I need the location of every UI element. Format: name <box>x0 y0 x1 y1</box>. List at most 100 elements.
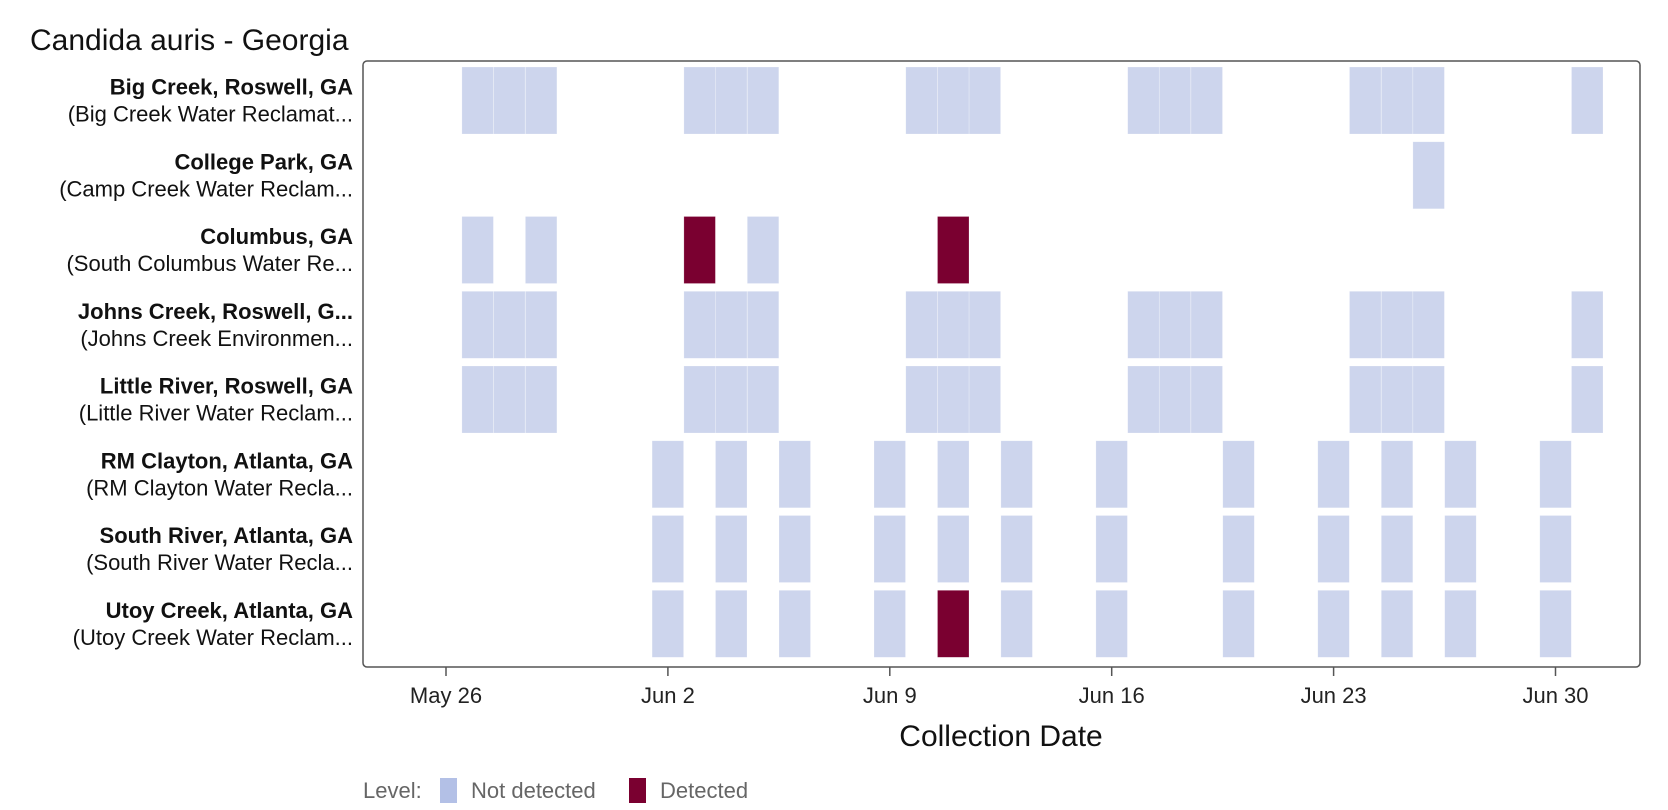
cell-not-detected <box>1381 515 1414 583</box>
row-label-site: RM Clayton, Atlanta, GA <box>101 448 353 473</box>
cell-not-detected <box>937 440 970 509</box>
row-label-site: Johns Creek, Roswell, G... <box>78 299 353 324</box>
x-tick-label: Jun 2 <box>641 683 695 708</box>
cell-not-detected <box>1539 515 1572 583</box>
cell-not-detected <box>525 66 558 135</box>
cell-not-detected <box>937 365 970 434</box>
row-label-plant: (Camp Creek Water Reclam... <box>59 176 353 201</box>
cell-not-detected <box>493 66 526 135</box>
cell-not-detected <box>778 440 811 509</box>
cell-not-detected <box>1159 290 1192 359</box>
plot-frame <box>362 60 1641 668</box>
cell-not-detected <box>1190 290 1223 359</box>
x-tick-label: Jun 30 <box>1522 683 1588 708</box>
cell-not-detected <box>1444 589 1477 658</box>
cell-not-detected <box>746 365 780 434</box>
cell-not-detected <box>1444 515 1477 583</box>
cell-not-detected <box>968 365 1001 434</box>
cell-detected <box>937 589 970 658</box>
x-tick-label: Jun 23 <box>1301 683 1367 708</box>
cell-not-detected <box>1381 290 1414 359</box>
cell-not-detected <box>1412 290 1445 359</box>
row-label-site: South River, Atlanta, GA <box>100 523 354 548</box>
cell-not-detected <box>937 66 970 135</box>
cell-not-detected <box>683 290 716 359</box>
cell-not-detected <box>746 290 780 359</box>
cell-not-detected <box>1222 589 1255 658</box>
row-label-plant: (South River Water Recla... <box>86 550 353 575</box>
cell-not-detected <box>715 440 748 509</box>
row-label-plant: (South Columbus Water Re... <box>66 251 353 276</box>
cell-not-detected <box>1317 440 1350 509</box>
cell-not-detected <box>1190 66 1223 135</box>
cell-not-detected <box>1571 66 1604 135</box>
x-axis-title: Collection Date <box>899 720 1102 753</box>
legend-swatch-not-detected <box>440 778 457 803</box>
cell-not-detected <box>651 515 684 583</box>
chart-title: Candida auris - Georgia <box>30 24 349 57</box>
cell-not-detected <box>715 589 748 658</box>
cell-not-detected <box>1127 290 1160 359</box>
row-label-site: Big Creek, Roswell, GA <box>110 75 353 100</box>
cell-not-detected <box>968 66 1001 135</box>
cell-not-detected <box>1444 440 1477 509</box>
cell-not-detected <box>1571 290 1604 359</box>
row-label-site: College Park, GA <box>174 149 353 174</box>
row-label-site: Utoy Creek, Atlanta, GA <box>106 598 353 623</box>
row-label-plant: (RM Clayton Water Recla... <box>86 475 353 500</box>
cell-not-detected <box>1571 365 1604 434</box>
cell-not-detected <box>461 66 494 135</box>
cell-not-detected <box>1127 66 1160 135</box>
row-label-plant: (Utoy Creek Water Reclam... <box>73 625 353 650</box>
cell-not-detected <box>1127 365 1160 434</box>
cell-not-detected <box>525 290 558 359</box>
cell-not-detected <box>1381 66 1414 135</box>
cell-not-detected <box>493 290 526 359</box>
cell-not-detected <box>1317 589 1350 658</box>
cell-not-detected <box>715 515 748 583</box>
row-label-site: Little River, Roswell, GA <box>100 374 353 399</box>
cell-detected <box>683 216 716 284</box>
cell-not-detected <box>1000 515 1033 583</box>
cell-not-detected <box>1381 589 1414 658</box>
cell-not-detected <box>651 589 684 658</box>
cell-not-detected <box>715 365 748 434</box>
cell-not-detected <box>651 440 684 509</box>
row-label-plant: (Little River Water Reclam... <box>79 401 353 426</box>
cell-not-detected <box>1095 440 1128 509</box>
cell-not-detected <box>1095 589 1128 658</box>
cell-not-detected <box>937 515 970 583</box>
row-label-site: Columbus, GA <box>200 224 353 249</box>
cell-not-detected <box>1222 515 1255 583</box>
legend-label-detected: Detected <box>660 778 748 803</box>
cell-not-detected <box>1190 365 1223 434</box>
cell-not-detected <box>1539 440 1572 509</box>
cell-not-detected <box>873 515 906 583</box>
cell-not-detected <box>1381 365 1414 434</box>
cell-not-detected <box>1349 66 1382 135</box>
cell-not-detected <box>1000 589 1033 658</box>
cell-not-detected <box>905 290 938 359</box>
cell-not-detected <box>1539 589 1572 658</box>
cell-not-detected <box>1159 66 1192 135</box>
heatmap-cells <box>461 66 1604 658</box>
cell-detected <box>937 216 970 284</box>
cell-not-detected <box>525 365 558 434</box>
cell-not-detected <box>683 66 716 135</box>
legend-title: Level: <box>363 778 422 803</box>
cell-not-detected <box>1000 440 1033 509</box>
cell-not-detected <box>461 290 494 359</box>
x-tick-label: May 26 <box>410 683 482 708</box>
cell-not-detected <box>905 66 938 135</box>
cell-not-detected <box>778 515 811 583</box>
cell-not-detected <box>1412 66 1445 135</box>
cell-not-detected <box>1349 365 1382 434</box>
cell-not-detected <box>493 365 526 434</box>
cell-not-detected <box>873 589 906 658</box>
cell-not-detected <box>1222 440 1255 509</box>
cell-not-detected <box>461 216 494 284</box>
cell-not-detected <box>1317 515 1350 583</box>
x-axis-ticks: May 26 Jun 2 Jun 9 Jun 16 Jun 23 Jun 30 <box>410 667 1589 708</box>
